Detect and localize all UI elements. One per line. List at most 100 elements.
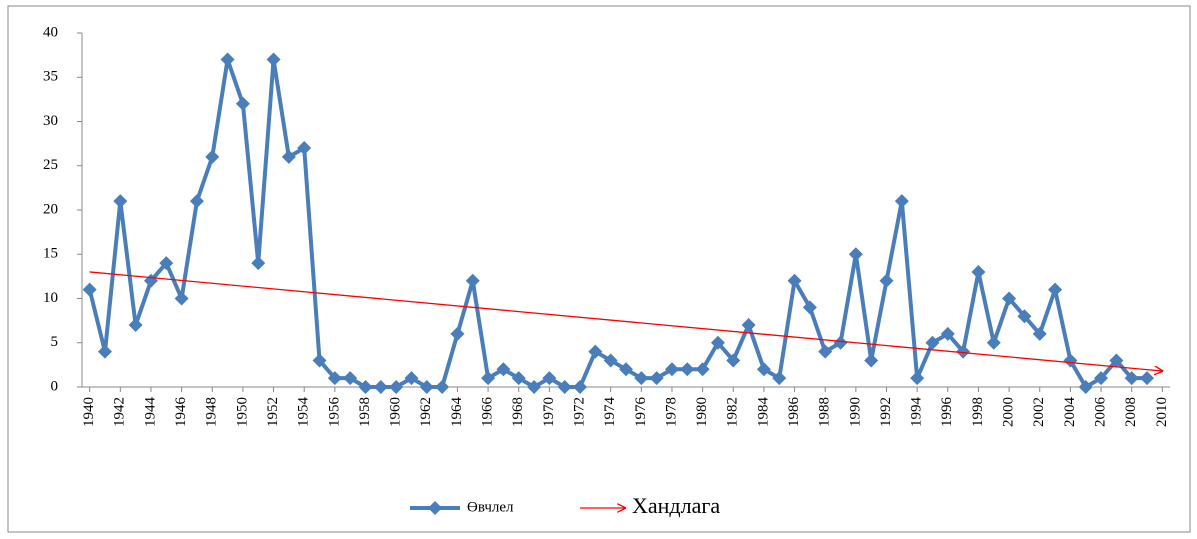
marker [1017, 309, 1032, 324]
marker [848, 247, 863, 262]
chart-frame [7, 5, 1191, 533]
x-tick-label: 1962 [418, 397, 434, 427]
marker [82, 282, 97, 297]
marker [1140, 371, 1155, 386]
marker [879, 273, 894, 288]
y-tick-label: 0 [51, 378, 59, 394]
marker [343, 371, 358, 386]
marker [1063, 353, 1078, 368]
x-tick-label: 1968 [510, 397, 526, 427]
marker [818, 344, 833, 359]
marker [956, 344, 971, 359]
y-tick-label: 25 [43, 157, 58, 173]
y-tick-label: 20 [43, 201, 58, 217]
x-tick-label: 1942 [112, 397, 128, 427]
legend-label: Хандлага [632, 493, 720, 518]
x-tick-label: 1954 [296, 397, 312, 428]
x-tick-label: 1946 [173, 397, 189, 428]
marker [802, 300, 817, 315]
x-tick-label: 1964 [449, 397, 465, 428]
legend-label: Өвчлел [467, 499, 514, 515]
marker [358, 380, 373, 394]
marker [1124, 371, 1139, 386]
marker [281, 149, 296, 164]
legend-marker [428, 501, 442, 515]
marker [527, 380, 542, 394]
marker [511, 371, 526, 386]
x-tick-label: 1956 [326, 397, 342, 428]
x-tick-label: 2010 [1154, 397, 1170, 427]
x-tick-label: 1948 [204, 397, 220, 427]
x-tick-label: 1940 [81, 397, 97, 427]
marker [128, 318, 143, 333]
marker [634, 371, 649, 386]
x-tick-label: 1970 [541, 397, 557, 427]
x-tick-label: 1966 [480, 397, 496, 428]
marker [664, 362, 679, 377]
x-tick-label: 1950 [234, 397, 250, 427]
marker [205, 149, 220, 164]
marker [450, 326, 465, 341]
x-tick-label: 1984 [755, 397, 771, 428]
marker [251, 256, 266, 271]
marker [235, 96, 250, 111]
marker [680, 362, 695, 377]
marker [1032, 326, 1047, 341]
marker [174, 291, 189, 306]
marker [465, 273, 480, 288]
marker [297, 141, 312, 156]
marker [373, 380, 388, 394]
marker [619, 362, 633, 377]
x-tick-label: 1982 [725, 397, 741, 427]
x-tick-label: 2000 [1001, 397, 1017, 427]
x-tick-label: 1986 [786, 397, 802, 428]
marker [925, 335, 940, 350]
y-tick-label: 30 [43, 113, 58, 129]
marker [603, 353, 618, 368]
x-tick-label: 1974 [602, 397, 618, 428]
marker [741, 318, 756, 333]
y-tick-label: 40 [43, 24, 58, 40]
marker [1002, 291, 1017, 306]
x-tick-label: 1980 [694, 397, 710, 427]
x-tick-label: 2006 [1092, 397, 1108, 428]
x-tick-label: 1972 [571, 397, 587, 427]
marker [266, 52, 281, 67]
marker [833, 335, 848, 350]
x-tick-label: 1992 [878, 397, 894, 427]
marker [787, 273, 802, 288]
y-tick-label: 35 [43, 69, 58, 85]
x-tick-label: 1998 [970, 397, 986, 427]
marker [772, 371, 787, 386]
marker [986, 335, 1001, 350]
marker [1109, 353, 1124, 368]
marker [496, 362, 511, 377]
x-tick-label: 1944 [142, 397, 158, 428]
marker [312, 353, 327, 368]
x-tick-label: 1996 [939, 397, 955, 428]
x-tick-label: 1994 [909, 397, 925, 428]
marker [726, 353, 741, 368]
marker [1094, 371, 1109, 386]
x-tick-label: 1960 [388, 397, 404, 427]
marker [97, 344, 112, 359]
marker [1078, 380, 1093, 394]
marker [695, 362, 710, 377]
marker [389, 380, 404, 394]
x-tick-label: 1976 [633, 397, 649, 428]
marker [573, 380, 588, 394]
x-tick-label: 1952 [265, 397, 281, 427]
y-tick-label: 5 [51, 334, 59, 350]
trend-line [89, 271, 1163, 371]
x-tick-label: 1988 [817, 397, 833, 427]
x-tick-label: 2002 [1031, 397, 1047, 427]
x-tick-label: 2004 [1062, 397, 1078, 428]
marker [557, 380, 572, 394]
marker [910, 371, 925, 386]
x-tick-label: 1990 [847, 397, 863, 427]
y-tick-label: 10 [43, 290, 58, 306]
marker [756, 362, 771, 377]
marker [710, 335, 725, 350]
